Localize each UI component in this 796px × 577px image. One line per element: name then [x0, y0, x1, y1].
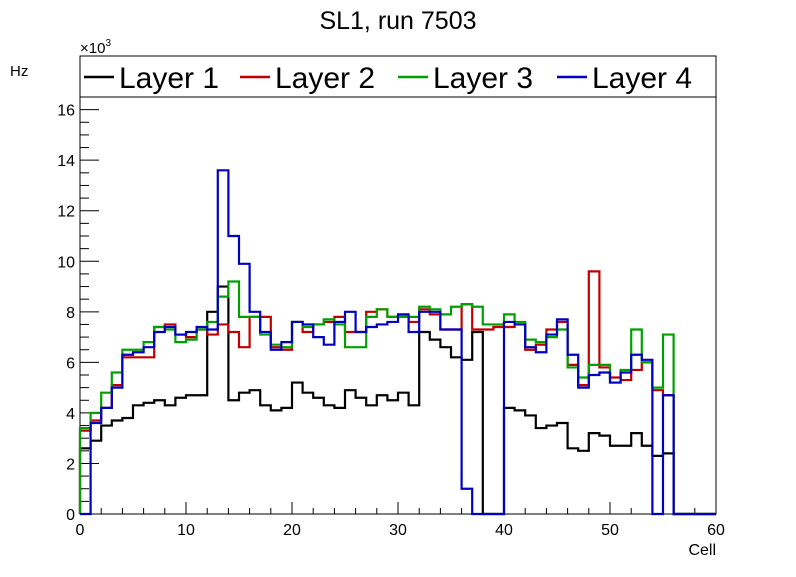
- y-tick-label: 12: [57, 204, 75, 221]
- legend: Layer 1 Layer 2 Layer 3 Layer 4: [79, 55, 717, 98]
- x-tick-label: 10: [177, 522, 195, 539]
- y-tick-label: 14: [57, 153, 75, 170]
- legend-label-layer-1: Layer 1: [119, 62, 219, 95]
- series-line-layer-3: [78, 280, 716, 516]
- y-axis-multiplier: ×103: [80, 38, 111, 57]
- x-axis-label: Cell: [688, 542, 716, 559]
- x-tick-label: 40: [495, 522, 513, 539]
- x-tick-label: 0: [76, 522, 85, 539]
- chart-title: SL1, run 7503: [319, 7, 476, 35]
- y-tick-label: 2: [66, 456, 75, 473]
- y-tick-label: 0: [66, 507, 75, 524]
- x-tick-label: 20: [283, 522, 301, 539]
- series-line-layer-1: [78, 285, 716, 516]
- series-line-layer-4: [80, 169, 716, 516]
- legend-label-layer-4: Layer 4: [592, 62, 692, 95]
- x-tick-label: 50: [601, 522, 619, 539]
- y-axis-multiplier-base: ×10: [80, 40, 105, 57]
- y-tick-label: 4: [66, 406, 75, 423]
- y-axis-multiplier-exponent: 3: [105, 38, 111, 49]
- axis-ticks: 0 10 20 30 40 50 60 0 2 4 6 8 10 12 14 16: [57, 103, 725, 539]
- x-tick-label: 60: [707, 522, 725, 539]
- y-tick-label: 16: [57, 103, 75, 120]
- y-axis-label: Hz: [10, 63, 28, 80]
- y-tick-label: 6: [66, 355, 75, 372]
- x-tick-label: 30: [389, 522, 407, 539]
- y-tick-label: 10: [57, 254, 75, 271]
- y-tick-label: 8: [66, 305, 75, 322]
- legend-label-layer-3: Layer 3: [433, 62, 533, 95]
- legend-label-layer-2: Layer 2: [275, 62, 375, 95]
- series-layer: [78, 169, 716, 516]
